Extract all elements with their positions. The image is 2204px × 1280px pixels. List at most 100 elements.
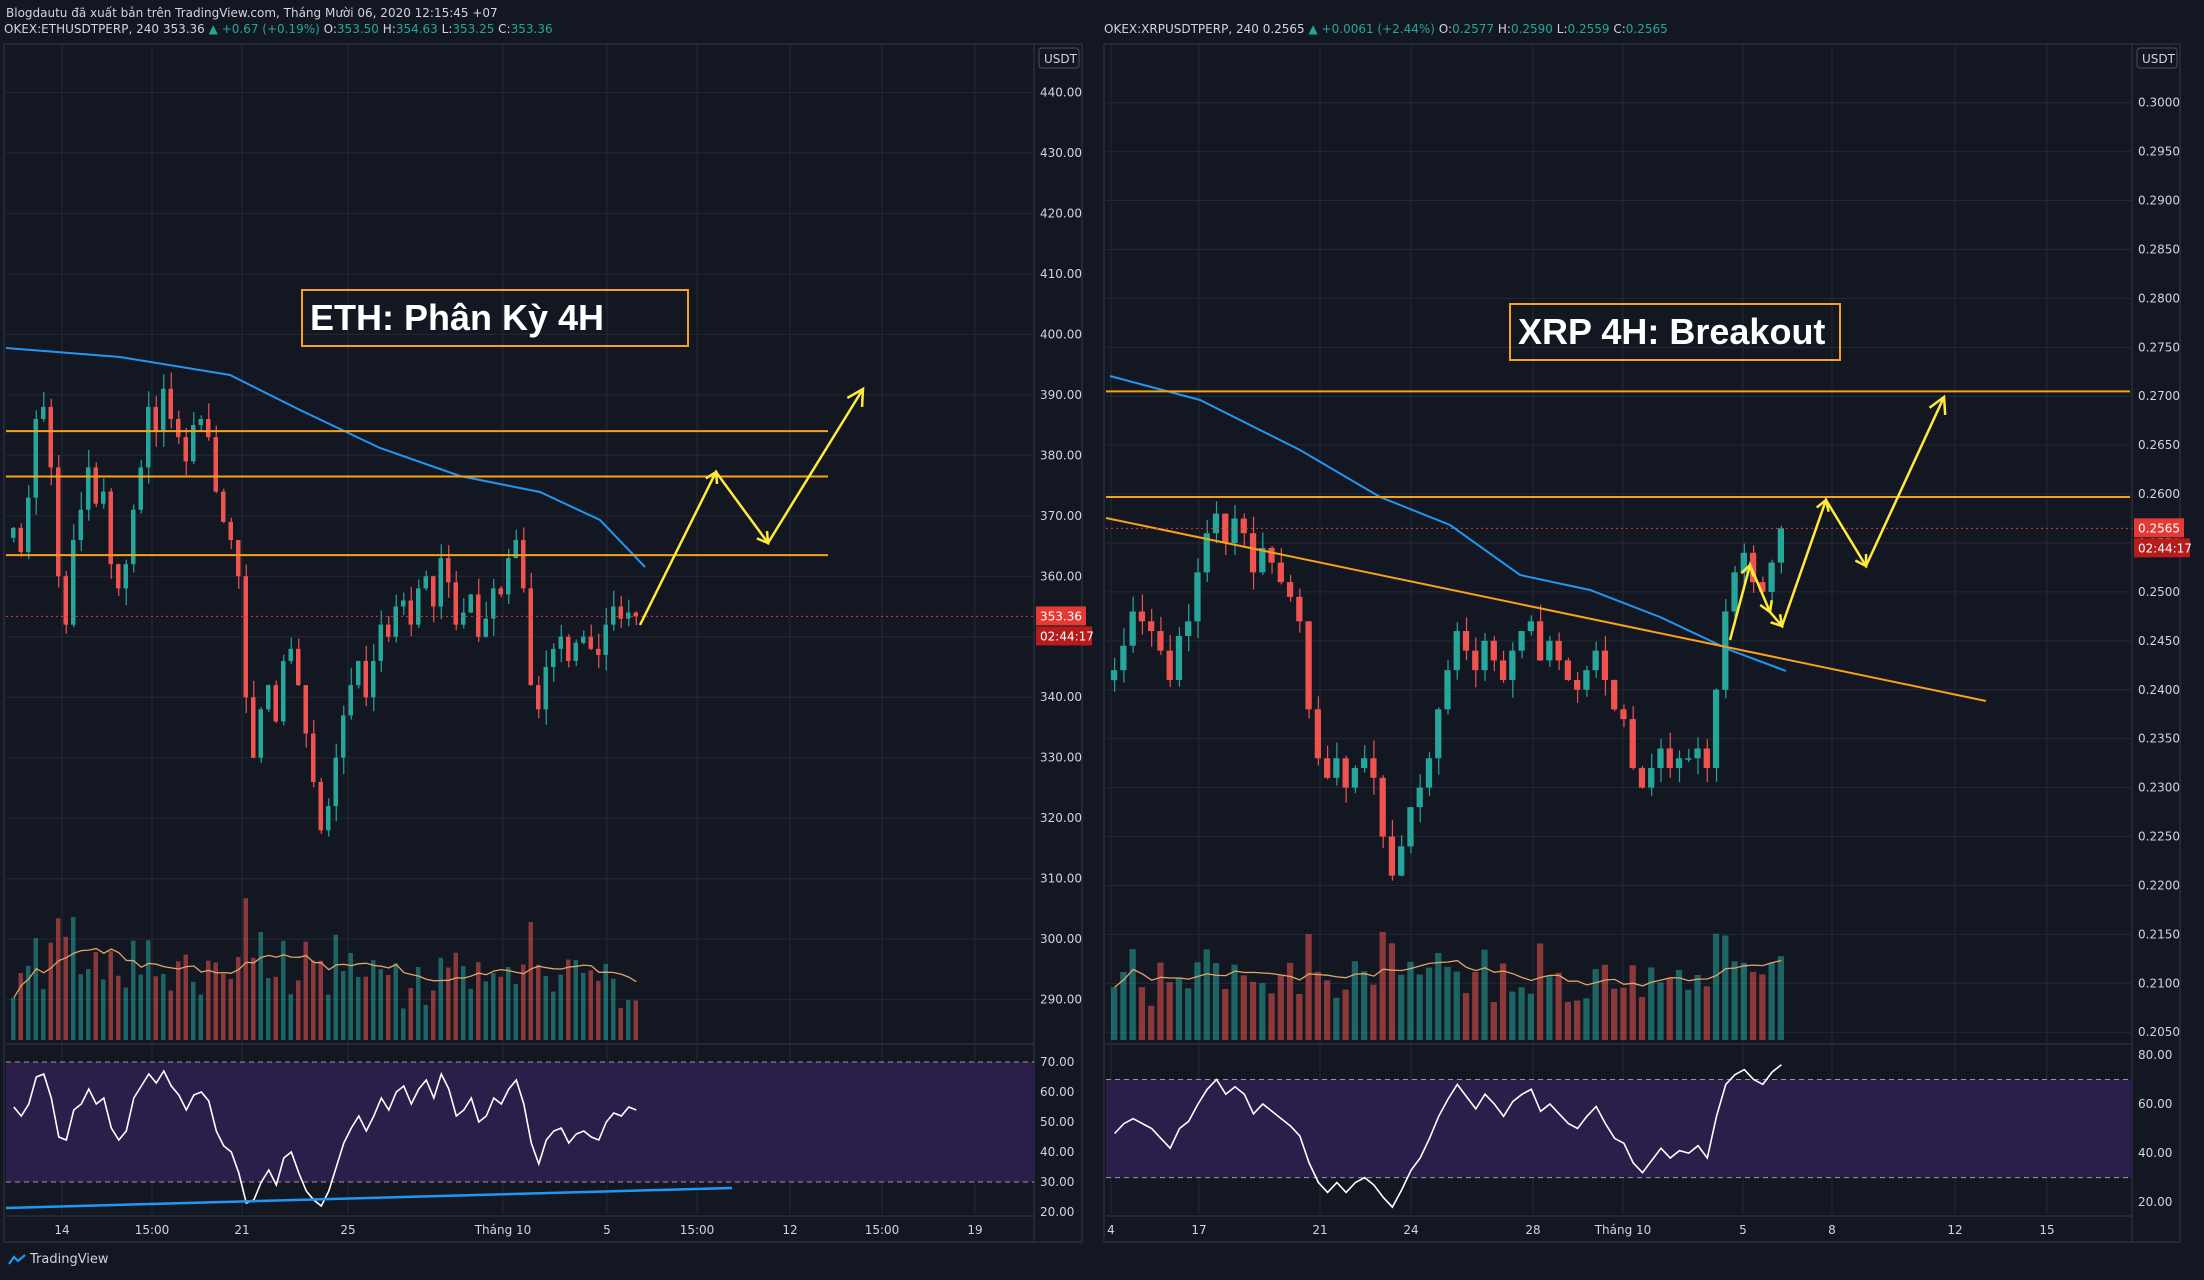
eth-candle-body	[363, 660, 368, 698]
eth-candle-body	[273, 685, 278, 722]
xrp-candle	[1749, 545, 1757, 593]
eth-candle	[243, 564, 248, 714]
eth-price-tag-bg	[1036, 606, 1086, 626]
eth-volume-bar	[183, 954, 188, 1040]
xrp-candle	[1777, 525, 1784, 574]
eth-volume-bar	[273, 976, 278, 1040]
eth-candle-body	[11, 527, 16, 538]
eth-rsi-trendline	[5, 1186, 733, 1210]
xrp-volume-bar	[1111, 987, 1118, 1040]
xrp-candle	[1712, 688, 1720, 782]
eth-candle-body	[303, 685, 308, 734]
xrp-candle	[1194, 558, 1201, 638]
xrp-candle	[1361, 745, 1368, 773]
eth-rsi-tick-label: 40.00	[1040, 1145, 1074, 1159]
eth-candle	[521, 527, 526, 593]
eth-candle-body	[476, 594, 481, 637]
eth-candle	[363, 645, 368, 707]
eth-candle-body	[416, 588, 421, 625]
xrp-volume-bar	[1333, 997, 1340, 1040]
xrp-currency-badge: USDT	[2136, 47, 2178, 69]
xrp-y-tick-label: 0.2850	[2138, 242, 2180, 256]
eth-volume-bar	[431, 990, 436, 1040]
xrp-candle	[1185, 603, 1192, 652]
eth-candle	[626, 599, 631, 627]
eth-candle	[453, 571, 458, 631]
eth-candle	[446, 545, 451, 598]
xrp-candle-body	[1314, 709, 1321, 759]
tradingview-footer[interactable]: TradingView	[8, 1252, 109, 1267]
xrp-volume-bar	[1731, 961, 1738, 1040]
eth-candle	[153, 396, 158, 447]
eth-candle	[528, 572, 533, 686]
xrp-candle	[1342, 755, 1349, 803]
eth-y-tick-label: 430.00	[1040, 146, 1082, 160]
xrp-change: ▲ +0.0061 (+2.44%)	[1308, 22, 1435, 36]
eth-candle	[461, 598, 466, 629]
xrp-candle	[1314, 696, 1321, 766]
eth-volume-bar	[311, 960, 316, 1040]
eth-candle-body	[498, 588, 503, 595]
xrp-candle	[1286, 574, 1294, 602]
xrp-projection-arrowhead	[1928, 394, 1947, 416]
xrp-candle	[1574, 672, 1581, 703]
eth-volume-bar	[528, 922, 533, 1040]
xrp-y-tick-label: 0.2950	[2138, 145, 2180, 159]
xrp-candle	[1481, 633, 1488, 681]
eth-x-tick-label: 25	[340, 1223, 355, 1237]
eth-candle	[378, 610, 383, 672]
xrp-pane: 0.3000 0.2950 0.2900 0.2850 0.2800 0.2750 0.27…	[1103, 43, 2192, 1243]
xrp-candle	[1694, 737, 1701, 775]
xrp-candle-body	[1638, 768, 1646, 788]
eth-candle	[78, 491, 83, 552]
xrp-volume-bar	[1351, 961, 1359, 1040]
xrp-candle	[1435, 707, 1442, 775]
eth-y-tick-label: 420.00	[1040, 206, 1082, 220]
eth-x-tick-label: 5	[603, 1223, 611, 1237]
xrp-candle-body	[1416, 787, 1423, 808]
xrp-high: 0.2590	[1510, 22, 1553, 36]
xrp-y-tick-label: 0.2600	[2138, 487, 2180, 501]
eth-candle-body	[258, 709, 263, 758]
eth-candle-body	[296, 648, 301, 686]
eth-y-tick-label: 440.00	[1040, 85, 1082, 99]
xrp-candle-body	[1666, 748, 1673, 769]
xrp-volume-bar	[1648, 967, 1655, 1040]
eth-candle-body	[93, 467, 98, 504]
eth-volume-bar	[408, 988, 413, 1040]
xrp-volume-bar	[1490, 1002, 1497, 1040]
xrp-candle-body	[1583, 670, 1590, 690]
eth-volume-bar	[243, 898, 248, 1040]
eth-volume-bar	[618, 1008, 623, 1040]
eth-candle-body	[408, 600, 413, 625]
eth-candle-body	[468, 594, 473, 613]
eth-volume-bar	[198, 994, 203, 1040]
eth-volume-bar	[536, 964, 541, 1040]
eth-candle	[281, 654, 286, 726]
eth-x-tick-label: 12	[782, 1223, 797, 1237]
eth-candle-body	[198, 419, 203, 426]
eth-candle	[558, 624, 563, 663]
xrp-volume-bar	[1574, 1000, 1581, 1040]
xrp-candle	[1731, 565, 1738, 626]
eth-volume-bar	[611, 978, 616, 1040]
eth-candle	[356, 660, 361, 689]
xrp-volume-bar	[1194, 962, 1201, 1040]
eth-candle	[341, 705, 346, 775]
xrp-annotation-text: XRP 4H: Breakout	[1518, 311, 1825, 352]
xrp-candle	[1398, 835, 1405, 877]
eth-volume-bar	[521, 964, 526, 1040]
xrp-volume-bar	[1388, 943, 1396, 1040]
xrp-candle-body	[1157, 631, 1164, 651]
eth-y-tick-label: 310.00	[1040, 872, 1082, 886]
eth-candle	[48, 398, 53, 486]
eth-volume-bar	[386, 974, 391, 1040]
xrp-candle-body	[1536, 621, 1544, 661]
xrp-volume-bar	[1268, 993, 1275, 1040]
eth-y-tick-label: 390.00	[1040, 388, 1082, 402]
eth-rsi-tick-label: 60.00	[1040, 1085, 1074, 1099]
eth-low: 353.25	[452, 22, 495, 36]
xrp-candle	[1620, 704, 1627, 728]
eth-candle-body	[176, 419, 181, 438]
